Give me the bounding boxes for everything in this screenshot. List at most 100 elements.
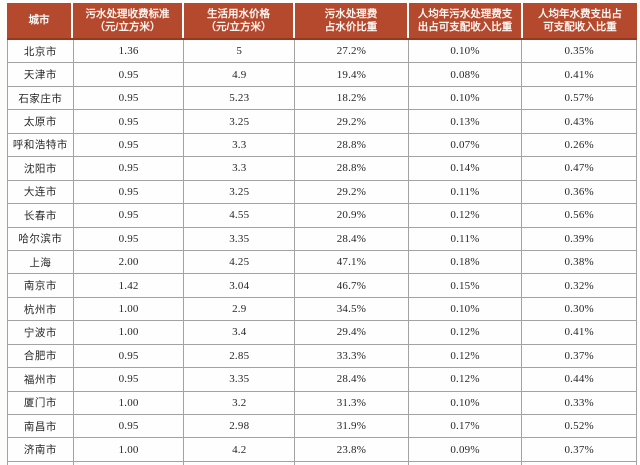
cell-water-spend-share-of-disposable-income: 0.41% (564, 326, 594, 339)
cell-domestic-water-price: 2.9 (184, 297, 296, 321)
cell-domestic-water-price: 4.55 (184, 204, 296, 227)
cell-water-spend-share-of-disposable-income: 0.33% (564, 396, 594, 409)
cell-water-spend-share-of-disposable-income: 0.37% (564, 349, 594, 362)
cell-water-spend-share-of-disposable-income: 0.52% (564, 420, 594, 433)
cell-sewage-fee-share-of-water-price: 47.1% (295, 250, 409, 274)
cell-domestic-water-price: 3.3 (184, 157, 296, 180)
cell-water-spend-share-of-disposable-income: 0.35% (564, 45, 594, 58)
cell-sewage-treatment-fee-standard: 0.95 (74, 110, 185, 133)
column-header-line: 可支配收入比重 (543, 20, 617, 33)
column-header-line: （元/立方米） (94, 20, 161, 33)
table-row: 石家庄市 0.95 5.23 18.2% 0.10% 0.57% (8, 86, 636, 111)
cell-sewage-spend-share-of-disposable-income: 0.12% (409, 321, 523, 344)
cell-city: 大连市 (8, 180, 74, 204)
cell-domestic-water-price: 5 (184, 40, 296, 63)
table-row: 南昌市 0.95 2.98 31.9% 0.17% 0.52% (8, 415, 636, 439)
cell-water-spend-share-of-disposable-income: 0.30% (564, 303, 594, 316)
cell-sewage-treatment-fee-standard: 1.00 (74, 297, 185, 321)
table-row: 上海 2.00 4.25 47.1% 0.18% 0.38% (8, 250, 636, 275)
cell-sewage-treatment-fee-standard: 1.36 (74, 40, 185, 63)
cell-sewage-spend-share-of-disposable-income: 0.11% (409, 180, 523, 204)
cell-sewage-treatment-fee-standard: 1.42 (74, 274, 185, 297)
cell-sewage-treatment-fee-standard: 2.00 (74, 250, 185, 274)
cell-sewage-fee-share-of-water-price: 28.4% (295, 368, 409, 391)
cell-sewage-treatment-fee-standard: 0.95 (74, 204, 185, 227)
cell-sewage-spend-share-of-disposable-income: 0.12% (409, 344, 523, 368)
cell-city: 长春市 (8, 204, 74, 227)
cell-city: 哈尔滨市 (8, 227, 74, 250)
cell-domestic-water-price: 3.25 (184, 110, 296, 133)
table-row: 北京市 1.36 5 27.2% 0.10% 0.35% (8, 40, 636, 64)
table-row: 南京市 1.42 3.04 46.7% 0.15% 0.32% (8, 274, 636, 298)
cell-water-spend-share-of-disposable-income: 0.57% (564, 92, 594, 105)
column-header-line: （元/立方米） (205, 20, 272, 33)
cell-water-spend-share-of-disposable-income: 0.36% (564, 185, 594, 198)
column-header-line: 污水处理费 (324, 7, 378, 20)
cell-sewage-spend-share-of-disposable-income: 0.13% (409, 110, 523, 133)
cell-sewage-fee-share-of-water-price: 18.2% (295, 86, 409, 110)
cell-empty (295, 461, 409, 465)
cell-sewage-spend-share-of-disposable-income: 0.09% (409, 438, 523, 461)
table-row: 沈阳市 0.95 3.3 28.8% 0.14% 0.47% (8, 157, 636, 181)
cell-city: 南京市 (8, 274, 74, 297)
cell-sewage-treatment-fee-standard: 1.00 (74, 391, 185, 414)
table-row: 宁波市 1.00 3.4 29.4% 0.12% 0.41% (8, 321, 636, 345)
column-header-line: 生活用水价格 (207, 7, 270, 20)
table-row: 天津市 0.95 4.9 19.4% 0.08% 0.41% (8, 63, 636, 87)
cell-water-spend-share-of-disposable-income: 0.32% (564, 279, 594, 292)
cell-sewage-fee-share-of-water-price: 34.5% (295, 297, 409, 321)
cell-sewage-spend-share-of-disposable-income: 0.11% (409, 227, 523, 250)
cell-city: 呼和浩特市 (8, 133, 74, 157)
cell-domestic-water-price: 5.23 (184, 86, 296, 110)
cell-domestic-water-price: 3.35 (184, 368, 296, 391)
cell-sewage-fee-share-of-water-price: 20.9% (295, 204, 409, 227)
cell-water-spend-share-of-disposable-income: 0.56% (564, 209, 594, 222)
cell-city: 厦门市 (8, 391, 74, 414)
cell-sewage-spend-share-of-disposable-income: 0.10% (409, 297, 523, 321)
cell-domestic-water-price: 4.9 (184, 63, 296, 86)
cell-sewage-treatment-fee-standard: 1.00 (74, 321, 185, 344)
table-row: 哈尔滨市 0.95 3.35 28.4% 0.11% 0.39% (8, 227, 636, 251)
cell-sewage-fee-share-of-water-price: 28.4% (295, 227, 409, 250)
table-row: 福州市 0.95 3.35 28.4% 0.12% 0.44% (8, 368, 636, 392)
column-header-sewage-fee-share-of-water-price: 污水处理费 占水价比重 (295, 3, 409, 38)
column-header-sewage-treatment-fee-standard: 污水处理收费标准 （元/立方米） (73, 3, 184, 38)
cell-sewage-fee-share-of-water-price: 29.2% (295, 180, 409, 204)
cell-water-spend-share-of-disposable-income: 0.26% (564, 138, 594, 151)
cell-sewage-treatment-fee-standard: 0.95 (74, 368, 185, 391)
cell-city: 天津市 (8, 63, 74, 86)
cell-empty (8, 461, 74, 465)
cell-sewage-spend-share-of-disposable-income: 0.12% (409, 368, 523, 391)
cell-water-spend-share-of-disposable-income: 0.39% (564, 232, 594, 245)
cell-sewage-fee-share-of-water-price: 19.4% (295, 63, 409, 86)
cell-city: 宁波市 (8, 321, 74, 344)
cell-sewage-fee-share-of-water-price: 29.4% (295, 321, 409, 344)
column-header-line: 人均年污水处理费支 (417, 7, 513, 20)
cell-domestic-water-price: 3.2 (184, 391, 296, 414)
cell-sewage-fee-share-of-water-price: 46.7% (295, 274, 409, 297)
column-header-water-spend-share-of-disposable-income: 人均年水费支出占 可支配收入比重 (523, 3, 637, 38)
column-header-line: 污水处理收费标准 (85, 7, 170, 20)
column-header-line: 城市 (28, 14, 50, 26)
cell-water-spend-share-of-disposable-income: 0.47% (564, 162, 594, 175)
cell-sewage-spend-share-of-disposable-income: 0.15% (409, 274, 523, 297)
cell-domestic-water-price: 3.35 (184, 227, 296, 250)
cell-domestic-water-price: 3.04 (184, 274, 296, 297)
cell-empty (184, 461, 296, 465)
cell-domestic-water-price: 2.85 (184, 344, 296, 368)
table-row: 杭州市 1.00 2.9 34.5% 0.10% 0.30% (8, 297, 636, 322)
table-header-row: 城市 污水处理收费标准 （元/立方米） 生活用水价格 （元/立方米） 污水处理费 占水价比重… (7, 3, 637, 40)
table-row: 济南市 1.00 4.2 23.8% 0.09% 0.37% (8, 438, 636, 462)
cell-city: 合肥市 (8, 344, 74, 368)
cell-city: 石家庄市 (8, 86, 74, 110)
cell-water-spend-share-of-disposable-income: 0.44% (564, 373, 594, 386)
cell-city: 杭州市 (8, 297, 74, 321)
cell-water-spend-share-of-disposable-income: 0.41% (564, 68, 594, 81)
cell-sewage-spend-share-of-disposable-income: 0.08% (409, 63, 523, 86)
cell-sewage-fee-share-of-water-price: 28.8% (295, 157, 409, 180)
cell-city: 沈阳市 (8, 157, 74, 180)
cell-sewage-fee-share-of-water-price: 33.3% (295, 344, 409, 368)
cell-domestic-water-price: 3.25 (184, 180, 296, 204)
cell-domestic-water-price: 2.98 (184, 415, 296, 438)
